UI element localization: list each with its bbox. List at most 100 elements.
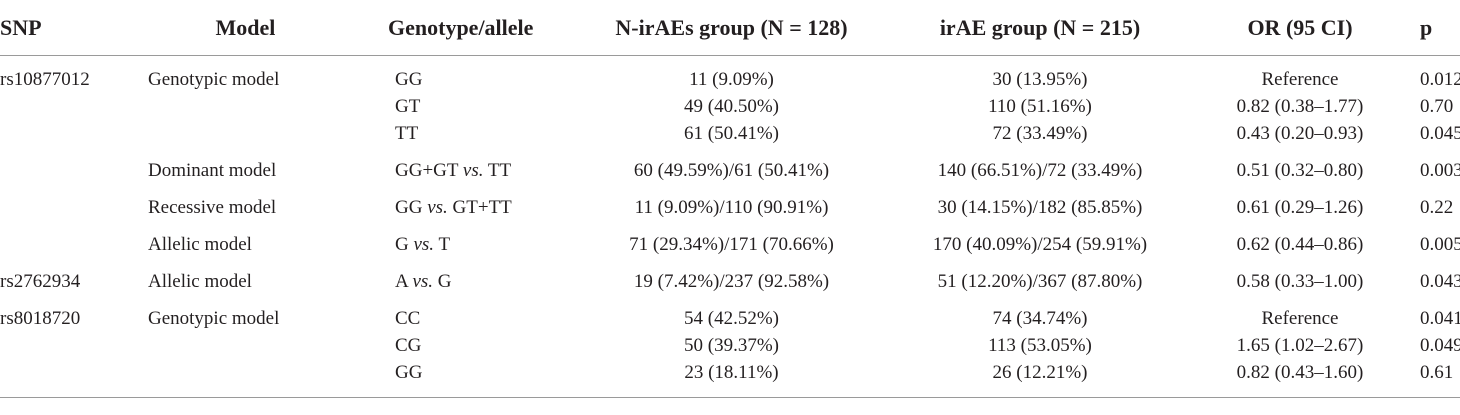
cell-model: Dominant model (148, 160, 277, 181)
cell-genotype: TT (388, 120, 588, 147)
cell-model (143, 93, 388, 120)
cell-odds-ratio: 0.61 (0.29–1.26) (1236, 197, 1364, 218)
cell-nirae: 60 (49.59%)/61 (50.41%) (633, 160, 830, 181)
cell-genotype: GG (388, 56, 588, 94)
cell-p-value: 0.012 (1420, 69, 1460, 90)
cell-p-value: 0.70 (1420, 96, 1454, 117)
cell-model: Recessive model (148, 197, 277, 218)
table-row: Allelic model G vs. T 71 (29.34%)/171 (70.… (0, 221, 1460, 258)
header-snp: SNP (0, 0, 143, 56)
genotype-vs: vs. (413, 234, 435, 255)
cell-p-value: 0.041 (1420, 308, 1460, 329)
header-irae-group: irAE group (N = 215) (875, 0, 1205, 56)
cell-snp: rs10877012 (0, 69, 90, 90)
snp-association-table: SNP Model Genotype/allele N-irAEs group … (0, 0, 1460, 398)
cell-snp (0, 359, 143, 398)
genotype-vs: vs. (427, 197, 448, 218)
cell-p-value: 0.045 (1420, 123, 1460, 144)
cell-nirae: 11 (9.09%)/110 (90.91%) (634, 197, 829, 218)
table-header: SNP Model Genotype/allele N-irAEs group … (0, 0, 1460, 56)
cell-p-value: 0.0055 (1420, 234, 1460, 255)
genotype-a: CG (395, 335, 422, 356)
cell-odds-ratio: 0.58 (0.33–1.00) (1236, 271, 1364, 292)
cell-odds-ratio: 0.43 (0.20–0.93) (1236, 123, 1364, 144)
genotype-a: G (395, 234, 414, 255)
cell-model (143, 359, 388, 398)
cell-genotype: GG vs. GT+TT (388, 184, 588, 221)
cell-p-value: 0.0037 (1420, 160, 1460, 181)
cell-irae: 140 (66.51%)/72 (33.49%) (937, 160, 1143, 181)
table-row: rs10877012 Genotypic model GG 11 (9.09%) 30 … (0, 56, 1460, 94)
cell-irae: 72 (33.49%) (992, 123, 1088, 144)
cell-irae: 30 (13.95%) (992, 69, 1088, 90)
cell-nirae: 11 (9.09%) (689, 69, 774, 90)
table-row: rs2762934 Allelic model A vs. G 19 (7.42%)/… (0, 258, 1460, 295)
cell-nirae: 23 (18.11%) (588, 359, 875, 398)
cell-odds-ratio: 1.65 (1.02–2.67) (1236, 335, 1364, 356)
cell-snp (0, 93, 143, 120)
genotype-a: GG (395, 362, 423, 383)
cell-irae: 74 (34.74%) (992, 308, 1088, 329)
cell-irae: 170 (40.09%)/254 (59.91%) (932, 234, 1148, 255)
table-row: TT 61 (50.41%) 72 (33.49%) 0.43 (0.20–0.93)… (0, 120, 1460, 147)
cell-p-value: 0.61 (1395, 359, 1460, 398)
genotype-a: GT (395, 96, 421, 117)
genotype-vs: vs. (462, 160, 484, 181)
cell-snp: rs8018720 (0, 308, 81, 329)
genotype-a: GG+GT (395, 160, 463, 181)
genotype-a: GG (395, 197, 428, 218)
genotype-a: TT (395, 123, 419, 144)
header-p-value: p (1395, 0, 1460, 56)
genotype-vs: vs. (412, 271, 434, 292)
table-row: GT 49 (40.50%) 110 (51.16%) 0.82 (0.38–1.77… (0, 93, 1460, 120)
genotype-a: GG (395, 69, 423, 90)
cell-nirae: 54 (42.52%) (684, 308, 779, 329)
cell-model: Allelic model (148, 271, 252, 292)
header-nirae-group: N-irAEs group (N = 128) (588, 0, 875, 56)
cell-snp (0, 120, 143, 147)
cell-genotype: A vs. G (388, 258, 588, 295)
cell-genotype: GT (388, 93, 588, 120)
cell-genotype: GG+GT vs. TT (388, 147, 588, 184)
genotype-b: T (434, 234, 451, 255)
cell-odds-ratio: 0.62 (0.44–0.86) (1236, 234, 1364, 255)
cell-snp (0, 332, 143, 359)
cell-model: Allelic model (148, 234, 252, 255)
cell-nirae: 71 (29.34%)/171 (70.66%) (629, 234, 834, 255)
header-row: SNP Model Genotype/allele N-irAEs group … (0, 0, 1460, 56)
table-row: Recessive model GG vs. GT+TT 11 (9.09%)/11… (0, 184, 1460, 221)
cell-snp (0, 184, 143, 221)
cell-snp: rs2762934 (0, 271, 81, 292)
cell-irae: 110 (51.16%) (988, 96, 1092, 117)
cell-irae: 26 (12.21%) (875, 359, 1205, 398)
cell-model: Genotypic model (148, 69, 280, 90)
cell-snp (0, 147, 143, 184)
table-body: rs10877012 Genotypic model GG 11 (9.09%) 30 … (0, 56, 1460, 398)
cell-nirae: 49 (40.50%) (684, 96, 779, 117)
cell-p-value: 0.22 (1420, 197, 1454, 218)
cell-p-value: 0.049 (1420, 335, 1460, 356)
cell-genotype: GG (388, 359, 588, 398)
cell-odds-ratio: 0.82 (0.38–1.77) (1236, 96, 1364, 117)
genotype-b: G (433, 271, 452, 292)
genotype-a: CC (395, 308, 421, 329)
header-odds-ratio: OR (95 CI) (1205, 0, 1395, 56)
cell-irae: 30 (14.15%)/182 (85.85%) (937, 197, 1143, 218)
header-model: Model (143, 0, 388, 56)
cell-p-value: 0.043 (1420, 271, 1460, 292)
cell-odds-ratio: 0.51 (0.32–0.80) (1236, 160, 1364, 181)
cell-genotype: G vs. T (388, 221, 588, 258)
genotype-a: A (395, 271, 413, 292)
cell-snp (0, 221, 143, 258)
table-row: Dominant model GG+GT vs. TT 60 (49.59%)/61… (0, 147, 1460, 184)
header-genotype: Genotype/allele (388, 0, 588, 56)
cell-odds-ratio: 0.82 (0.43–1.60) (1205, 359, 1395, 398)
cell-model (143, 120, 388, 147)
cell-genotype: CC (388, 295, 588, 332)
table-row: GG 23 (18.11%) 26 (12.21%) 0.82 (0.43–1.60)… (0, 359, 1460, 398)
cell-nirae: 61 (50.41%) (684, 123, 779, 144)
cell-irae: 113 (53.05%) (988, 335, 1092, 356)
table-row: CG 50 (39.37%) 113 (53.05%) 1.65 (1.02–2.67… (0, 332, 1460, 359)
cell-model: Genotypic model (148, 308, 280, 329)
